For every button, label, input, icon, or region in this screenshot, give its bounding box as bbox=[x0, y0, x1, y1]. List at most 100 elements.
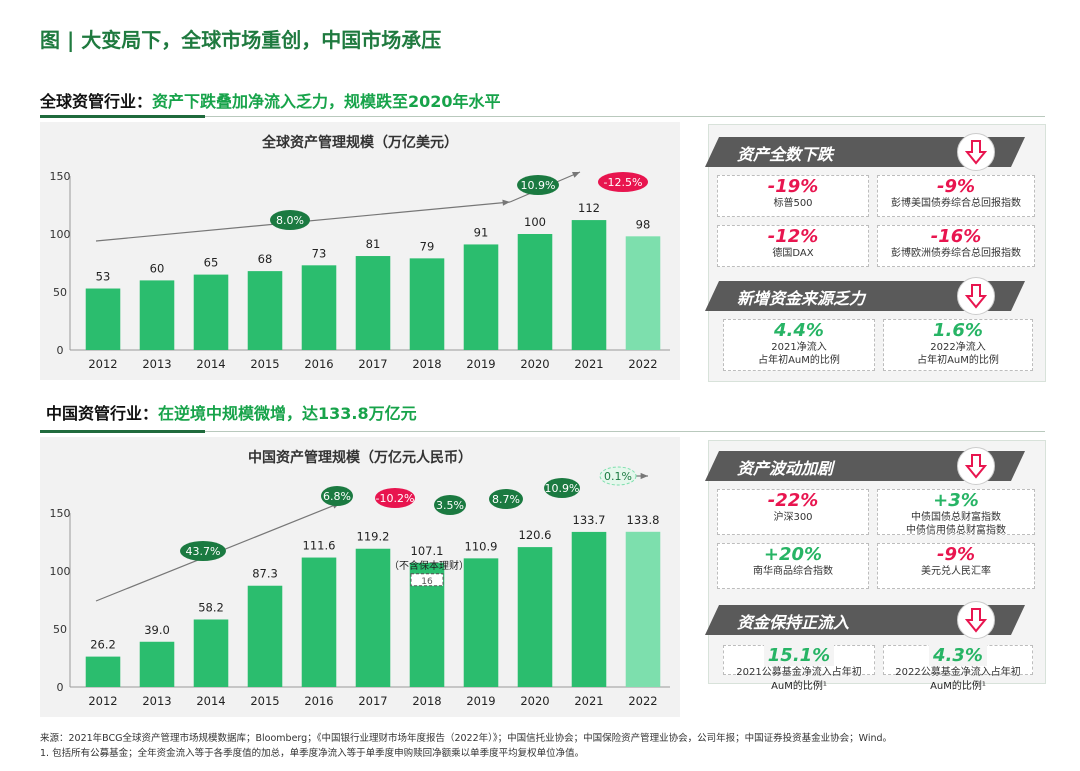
x-tick-label: 2016 bbox=[304, 694, 333, 708]
growth-oval bbox=[517, 175, 559, 195]
bar-value-label: 91 bbox=[474, 225, 489, 239]
x-tick-label: 2017 bbox=[358, 357, 387, 371]
x-tick-label: 2022 bbox=[628, 357, 657, 371]
trend-arrow-head bbox=[640, 472, 648, 480]
global-chart-title: 全球资产管理规模（万亿美元） bbox=[262, 135, 458, 151]
x-tick-label: 2015 bbox=[250, 694, 279, 708]
stat-label: 占年初AuM的比例 bbox=[758, 355, 840, 366]
down-arrow-icon bbox=[957, 277, 995, 315]
bar-value-label: 100 bbox=[524, 215, 546, 229]
stat-eu-bond: -16% 彭博欧洲债券综合总回报指数 bbox=[877, 225, 1035, 267]
bar-value-label: 26.2 bbox=[90, 638, 116, 652]
china-ribbon-2 bbox=[705, 605, 1025, 635]
stat-2022-fund-inflow: 4.3% 2022公募基金净流入占年初 bbox=[883, 645, 1033, 678]
bar-value-label: 65 bbox=[204, 256, 219, 270]
stat-value: +20% bbox=[763, 544, 823, 565]
bar bbox=[85, 656, 121, 687]
bar-value-label: 133.7 bbox=[573, 513, 606, 527]
global-ribbon-2-text: 新增资金来源乏力 bbox=[737, 289, 866, 308]
x-tick-label: 2020 bbox=[520, 694, 549, 708]
growth-oval bbox=[598, 172, 648, 192]
stat-dax: -12% 德国DAX bbox=[717, 225, 869, 267]
growth-label: -12.5% bbox=[604, 176, 643, 189]
stat-label: 彭博美国债券综合总回报指数 bbox=[891, 198, 1021, 209]
bar-value-label: 79 bbox=[420, 239, 435, 253]
growth-oval bbox=[180, 541, 226, 561]
growth-oval bbox=[270, 210, 310, 230]
bar-value-label: 110.9 bbox=[465, 539, 498, 553]
global-section-underline bbox=[40, 115, 205, 118]
y-tick-label: 50 bbox=[53, 623, 67, 636]
growth-label: 8.7% bbox=[492, 493, 520, 506]
x-tick-label: 2020 bbox=[520, 357, 549, 371]
stat-label: 标普500 bbox=[773, 198, 813, 209]
stat-value: -12% bbox=[767, 226, 819, 247]
stat-nanhua: +20% 南华商品综合指数 bbox=[717, 543, 869, 589]
y-tick-label: 150 bbox=[50, 507, 71, 520]
global-chart-area: 全球资产管理规模（万亿美元） 0 50 100 150 53 2012 60 2013 65 20… bbox=[40, 122, 680, 380]
stat-2021-fund-inflow: 15.1% 2021公募基金净流入占年初 bbox=[723, 645, 875, 678]
bar bbox=[247, 271, 283, 350]
stat-value: 4.3% bbox=[929, 645, 987, 666]
stat-value: 15.1% bbox=[763, 645, 835, 666]
bar bbox=[355, 256, 391, 350]
bar bbox=[193, 619, 229, 687]
bar-value-label: 107.1 bbox=[411, 544, 444, 558]
stat-2022-fund-inflow-label2: AuM的比例¹ bbox=[930, 681, 986, 692]
stat-value: -19% bbox=[767, 176, 819, 197]
bar bbox=[193, 274, 229, 350]
global-ribbon-1-text: 资产全数下跌 bbox=[737, 145, 834, 164]
y-tick-label: 100 bbox=[50, 228, 71, 241]
china-ribbon-1 bbox=[705, 451, 1025, 481]
bar-value-label: 111.6 bbox=[303, 539, 336, 553]
stat-label: 2021净流入 bbox=[771, 342, 827, 353]
x-tick-label: 2013 bbox=[142, 357, 171, 371]
bar bbox=[571, 220, 607, 350]
stat-cn-bond: +3% 中债国债总财富指数 中债信用债总财富指数 bbox=[877, 489, 1035, 536]
stat-label: 中债信用债总财富指数 bbox=[906, 525, 1006, 536]
bar bbox=[463, 244, 499, 350]
bar-value-label: 53 bbox=[96, 270, 111, 284]
bar bbox=[247, 585, 283, 687]
china-ribbon-1-text: 资产波动加剧 bbox=[737, 459, 834, 478]
growth-label: 6.8% bbox=[323, 490, 351, 503]
stat-label: 彭博欧洲债券综合总回报指数 bbox=[891, 248, 1021, 259]
global-section-rule bbox=[205, 116, 1045, 117]
y-tick-label: 0 bbox=[57, 681, 64, 694]
china-section-heading: 中国资管行业：在逆境中规模微增，达133.8万亿元 bbox=[46, 400, 417, 424]
growth-label: 0.1% bbox=[604, 470, 632, 483]
stat-value: 1.6% bbox=[933, 320, 983, 341]
china-aum-chart: 0 50 100 150 26.2 2012 39.0 2013 58.2 2014 87.3 201… bbox=[50, 466, 670, 708]
bar bbox=[301, 265, 337, 350]
x-tick-label: 2022 bbox=[628, 694, 657, 708]
bar bbox=[571, 531, 607, 687]
growth-oval bbox=[375, 488, 415, 508]
note-2018-box-label: 16 bbox=[421, 577, 433, 587]
china-ribbon-2-text: 资金保持正流入 bbox=[737, 613, 850, 632]
global-section-text: 资产下跌叠加净流入乏力，规模跌至2020年水平 bbox=[152, 92, 501, 111]
page-title: 图 | 大变局下，全球市场重创，中国市场承压 bbox=[40, 28, 442, 52]
bar bbox=[139, 641, 175, 687]
y-tick-label: 150 bbox=[50, 170, 71, 183]
growth-label: 3.5% bbox=[436, 499, 464, 512]
stat-sp500: -19% 标普500 bbox=[717, 175, 869, 217]
stat-value: -16% bbox=[930, 226, 982, 247]
trend-arrow-head bbox=[572, 172, 580, 178]
x-tick-label: 2016 bbox=[304, 357, 333, 371]
y-tick-label: 100 bbox=[50, 565, 71, 578]
growth-label: -10.2% bbox=[376, 492, 415, 505]
x-tick-label: 2014 bbox=[196, 357, 225, 371]
bar bbox=[625, 236, 661, 350]
x-tick-label: 2018 bbox=[412, 357, 441, 371]
china-section-rule bbox=[205, 431, 1045, 432]
down-arrow-icon bbox=[957, 601, 995, 639]
bar-value-label: 119.2 bbox=[357, 530, 390, 544]
stat-value: +3% bbox=[933, 490, 979, 511]
china-section-underline bbox=[40, 430, 205, 433]
stat-value: -22% bbox=[767, 490, 819, 511]
stat-value: -9% bbox=[936, 176, 976, 197]
x-tick-label: 2013 bbox=[142, 694, 171, 708]
stat-2021-fund-inflow-label2: AuM的比例¹ bbox=[771, 681, 827, 692]
growth-oval bbox=[434, 495, 466, 515]
growth-label: 10.9% bbox=[521, 179, 556, 192]
